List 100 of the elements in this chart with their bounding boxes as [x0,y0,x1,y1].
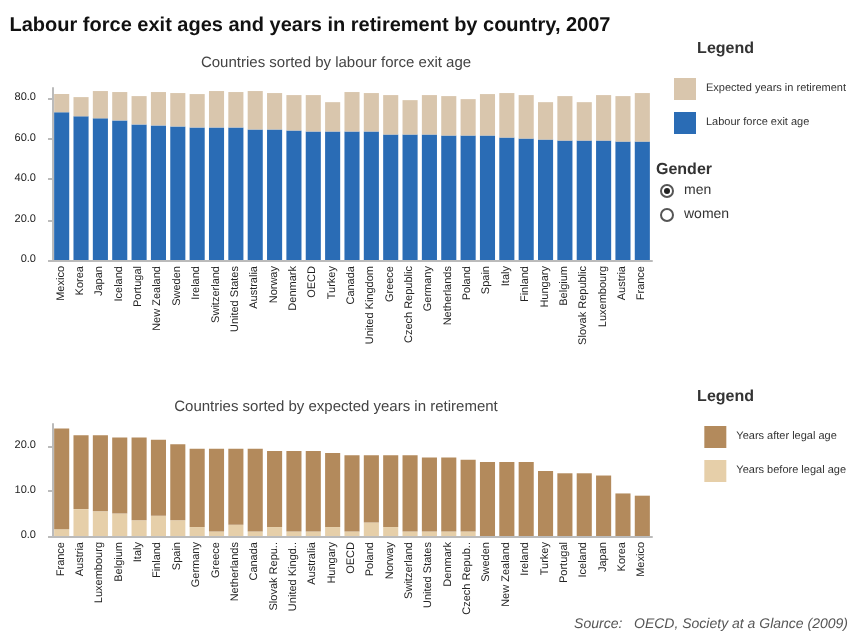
bar [499,137,515,260]
bar [73,509,89,536]
bar [518,462,534,536]
bar [325,131,341,260]
bar [54,112,70,260]
bar [634,93,650,142]
bar [596,95,612,141]
bar [170,520,186,536]
bar [344,455,360,532]
bar [305,131,321,260]
bar [576,102,592,141]
bar [170,93,186,127]
bar [344,131,360,260]
bar [112,120,128,260]
bar [344,92,360,132]
bar [286,95,302,131]
bar [112,437,128,514]
bar [383,95,399,135]
bar [363,131,379,260]
bar [247,129,263,260]
bar [189,448,205,528]
bar [54,428,70,530]
bar [305,450,321,532]
bar [170,444,186,521]
bar [112,513,128,536]
bar [189,127,205,260]
bar [228,92,244,128]
bar [170,126,186,260]
bar [267,93,283,130]
bar [267,129,283,260]
bar [421,457,437,532]
bar [131,96,147,125]
bar [150,125,166,260]
bar [402,134,418,260]
bar [92,511,108,536]
bar [92,118,108,260]
bar [518,95,534,139]
legend-title: Legend [697,39,755,57]
bar [402,455,418,532]
text: Gender [656,160,713,178]
bar [479,462,496,536]
bar [538,102,554,140]
bar [538,139,554,260]
bar [518,138,534,260]
bar [557,140,573,260]
bar [112,92,128,121]
bar [615,493,631,536]
bar [150,439,166,516]
bar [189,94,205,128]
bar [54,94,70,113]
bar [286,130,302,260]
bar [131,124,147,260]
bar [596,140,612,260]
bar [247,91,263,130]
bar [325,102,341,132]
bar [421,95,437,135]
bar [460,135,476,260]
bar [460,99,476,136]
bar [421,134,437,260]
bar [208,448,225,532]
bar [131,437,147,521]
bar [247,448,263,532]
bar [441,135,457,260]
bar [479,94,496,136]
bar [615,141,631,260]
bar [92,435,108,512]
bar [499,462,515,536]
bar [325,453,341,528]
bar [73,116,89,260]
chart-title: Labour force exit ages and years in retirement by country, 2007 [9,15,612,37]
bar [267,527,283,536]
bar [363,455,379,523]
bar [402,100,418,135]
bar [538,471,554,536]
bar [615,96,631,142]
bar [576,140,592,260]
bar [189,527,205,536]
bar [460,459,476,532]
bar [305,95,321,132]
bar [596,475,612,536]
bar [363,93,379,132]
bar [383,134,399,260]
bar [208,127,225,260]
bar [228,448,244,525]
bar [479,135,496,260]
bar [576,473,592,536]
bar [634,495,650,536]
bar [557,96,573,141]
bar [267,450,283,528]
bar [54,529,70,536]
bar [383,527,399,536]
bar [634,141,650,260]
bar [150,515,166,536]
bar [557,473,573,536]
bar [286,450,302,532]
bar [150,92,166,126]
bar [228,127,244,260]
bar [441,96,457,136]
bar [363,522,379,536]
bar [228,524,244,536]
